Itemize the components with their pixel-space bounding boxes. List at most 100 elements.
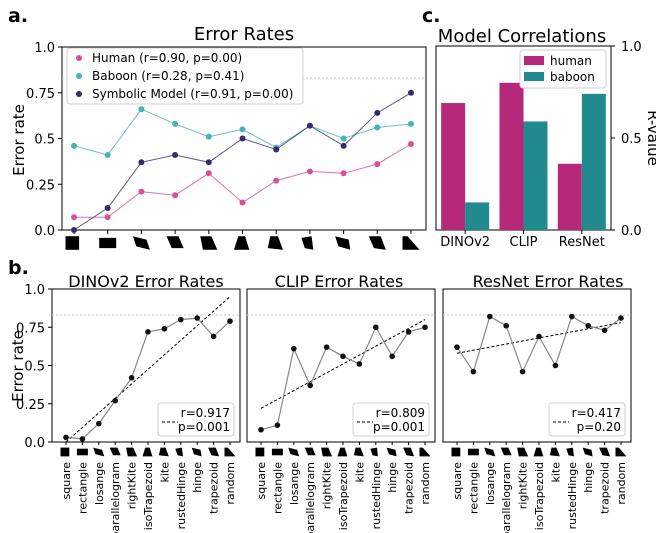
data-point	[340, 353, 346, 360]
x-tick-label: rectangle	[467, 462, 480, 514]
x-tick-label: trapezoid	[599, 462, 612, 514]
x-tick-label: isoTrapezoid	[337, 462, 350, 530]
data-point-symbolic	[205, 159, 212, 166]
panel-label-b: b.	[8, 257, 29, 279]
annotation-r: r=0.917	[181, 406, 230, 420]
x-tick-label: rustedHinge	[370, 462, 383, 530]
shape-glyph-parallelogram	[109, 447, 121, 456]
data-point-human	[306, 168, 313, 175]
data-point-human	[239, 199, 246, 206]
data-point	[161, 325, 168, 332]
x-tick-label: rustedHinge	[566, 462, 579, 530]
y-tick-label: 0.5	[24, 360, 45, 375]
y-tick-label: 1.0	[34, 41, 55, 56]
shape-glyph-random	[419, 447, 431, 457]
data-point	[145, 329, 151, 335]
regression-line	[260, 319, 426, 409]
shape-glyph-kite	[267, 236, 283, 250]
shape-glyph-losange	[484, 447, 496, 457]
bar-human-ResNet	[557, 163, 582, 230]
data-point	[356, 361, 363, 367]
x-tick-label: random	[615, 462, 628, 505]
data-point	[291, 345, 297, 352]
shape-glyph-rightKite	[200, 236, 218, 250]
shape-glyph-random	[615, 447, 627, 457]
data-point	[96, 420, 102, 427]
x-tick-label: losange	[484, 462, 497, 505]
data-point	[112, 397, 118, 404]
annotation-p: p=0.001	[178, 420, 230, 434]
data-point-baboon	[239, 126, 246, 133]
data-point-symbolic	[138, 159, 145, 166]
data-point	[552, 362, 559, 369]
x-tick-label: rightKite	[321, 462, 334, 509]
shape-glyph-square	[255, 447, 265, 457]
data-point-symbolic	[239, 135, 246, 142]
data-point-human	[138, 188, 145, 195]
shape-glyph-hinge	[386, 447, 397, 457]
chart-title: Model Correlations	[438, 26, 606, 47]
series-line-symbolic	[73, 92, 412, 231]
y-tick-label: 0.0	[34, 224, 55, 239]
shape-glyph-rightKite	[321, 447, 333, 457]
y-tick-label: 0.0	[621, 224, 642, 239]
shape-glyph-isoTrapezoid	[337, 447, 348, 457]
y-tick-label: 0.5	[34, 133, 55, 148]
annotation-box	[352, 402, 430, 437]
x-tick-label: parallelogram	[500, 462, 513, 533]
annotation-r: r=0.417	[572, 406, 621, 420]
legend: human baboon	[519, 49, 607, 89]
plot-frame	[442, 288, 632, 443]
data-point-baboon	[408, 120, 414, 127]
data-point	[194, 315, 200, 321]
x-tick-label: square	[451, 462, 464, 500]
shape-glyph-rightKite	[517, 447, 529, 457]
legend-marker-human	[76, 55, 82, 61]
data-point-symbolic	[340, 142, 347, 149]
chart-title: CLIP Error Rates	[275, 272, 404, 291]
x-tick-label: hinge	[386, 462, 399, 493]
subplot-panel-b1: DINOv2 Error Rates 0.0 0.25 0.5 0.75 1.0 Error…	[9, 272, 241, 533]
legend-box	[66, 47, 304, 105]
y-tick-label: 0.5	[621, 132, 642, 147]
legend: Human (r=0.90, p=0.00) Baboon (r=0.28, p=…	[66, 47, 304, 105]
x-tick-label: kite	[549, 462, 562, 483]
y-tick-label: 0.75	[26, 87, 55, 102]
chart-title: ResNet Error Rates	[473, 272, 624, 291]
x-tick-label: isoTrapezoid	[142, 462, 155, 530]
y-tick-label: 1.0	[621, 40, 642, 55]
data-point-symbolic	[408, 89, 414, 96]
shape-glyph-rightKite	[126, 447, 138, 457]
data-point-human	[71, 214, 77, 221]
data-point	[63, 434, 69, 441]
y-axis-label: R-value	[644, 110, 656, 166]
data-point	[258, 426, 264, 433]
chart-title: DINOv2 Error Rates	[68, 272, 223, 291]
legend-label-human: human	[550, 54, 592, 68]
shape-glyph-rustedHinge	[301, 236, 314, 250]
annotation-p: p=0.20	[577, 420, 621, 434]
shape-glyph-rectangle	[467, 448, 479, 456]
data-point-human	[205, 170, 212, 177]
data-point-human	[374, 161, 381, 168]
data-point	[210, 333, 217, 340]
series-line-human	[74, 143, 412, 218]
annotation-box	[157, 402, 235, 437]
shape-glyph-rectangle	[271, 448, 283, 456]
data-point-symbolic	[104, 205, 111, 212]
data-point	[519, 368, 526, 375]
data-point	[422, 324, 428, 331]
shape-glyph-hinge	[582, 447, 593, 457]
shape-glyph-losange	[132, 236, 150, 250]
annotation-p: p=0.001	[373, 420, 425, 434]
data-point-symbolic	[374, 109, 381, 116]
data-point	[601, 327, 608, 334]
x-tick-label: DINOv2	[440, 235, 490, 250]
data-point	[373, 324, 379, 331]
x-tick-label: square	[255, 462, 268, 500]
